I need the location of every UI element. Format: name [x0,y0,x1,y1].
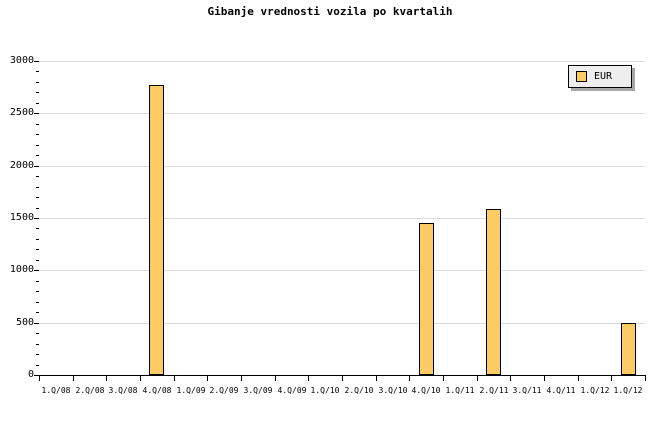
bar[interactable] [486,209,501,375]
x-tick [611,376,612,381]
y-axis-tick-label: 1000 [9,264,34,276]
y-tick-minor [36,92,39,94]
x-axis-tick-label: 2.Q/09 [209,386,239,395]
y-tick-major [34,113,39,115]
x-tick [477,376,478,381]
y-tick-minor [36,301,39,303]
y-axis-labels: 0 500 1000 1500 2000 2500 3000 [0,56,34,380]
x-tick [578,376,579,381]
x-axis-tick-label: 1.Q/12 [613,386,643,395]
y-tick-minor [36,144,39,146]
x-tick [308,376,309,381]
bar[interactable] [149,85,164,375]
y-tick-minor [36,249,39,251]
x-axis-tick-label: 3.Q/10 [378,386,408,395]
legend-swatch-eur [576,71,587,82]
x-tick [275,376,276,381]
y-tick-minor [36,197,39,199]
x-axis-tick-label: 1.Q/10 [310,386,340,395]
x-axis-tick-label: 4.Q/10 [411,386,441,395]
x-tick [342,376,343,381]
x-axis-tick-label: 3.Q/09 [243,386,273,395]
plot-area [34,61,645,376]
y-tick-minor [36,343,39,345]
y-tick-minor [36,102,39,104]
x-tick [409,376,410,381]
y-axis-tick-label: 2500 [9,107,34,119]
gridline [39,165,645,167]
y-axis-tick-label: 2000 [9,159,34,171]
y-tick-major [34,61,39,62]
x-axis-tick-label: 2.Q/10 [344,386,374,395]
y-tick-minor [36,238,39,240]
y-tick-minor [36,280,39,282]
y-axis-tick-label: 500 [15,316,34,328]
y-tick-minor [36,364,39,366]
gridline [39,270,645,272]
y-tick-major [34,218,39,219]
x-axis-tick-label: 3.Q/11 [512,386,542,395]
y-axis-tick-label: 3000 [9,55,34,66]
x-tick [106,376,107,381]
x-axis-tick-label: 3.Q/08 [108,386,138,395]
bar[interactable] [419,223,434,375]
gridline [39,218,645,219]
x-axis-tick-label: 2.Q/08 [75,386,105,395]
x-tick [73,376,74,381]
x-tick [510,376,511,381]
y-tick-major [34,322,39,324]
bar[interactable] [621,323,636,375]
x-tick [241,376,242,381]
x-tick [443,376,444,381]
y-tick-minor [36,134,39,136]
y-tick-minor [36,176,39,178]
y-axis-tick-label: 1500 [9,212,34,223]
x-axis-tick-label: 2.Q/11 [479,386,509,395]
x-axis-tick-label: 1.Q/11 [445,386,475,395]
x-tick [174,376,175,381]
legend-label-eur: EUR [594,71,613,82]
x-axis-tick-label: 4.Q/11 [546,386,576,395]
y-tick-minor [36,312,39,314]
y-tick-minor [36,123,39,125]
y-tick-minor [36,155,39,157]
x-tick [39,376,40,381]
y-tick-major [34,375,39,376]
x-tick [376,376,377,381]
y-tick-minor [36,354,39,356]
y-tick-major [34,165,39,167]
y-tick-minor [36,81,39,83]
y-tick-minor [36,333,39,335]
y-axis-tick-label: 0 [27,369,34,380]
y-tick-minor [36,259,39,261]
y-tick-minor [36,71,39,73]
gridline [39,113,645,115]
x-tick [140,376,141,381]
x-axis-tick-label: 1.Q/12 [580,386,610,395]
y-tick-major [34,270,39,272]
y-tick-minor [36,207,39,209]
x-axis-tick-label: 1.Q/09 [176,386,206,395]
y-tick-minor [36,186,39,188]
legend[interactable]: EUR [568,65,632,88]
x-tick [544,376,545,381]
gridline [39,322,645,324]
y-tick-minor [36,228,39,230]
x-axis-line [39,375,646,376]
gridline [39,61,645,62]
x-tick [207,376,208,381]
x-tick [645,376,646,381]
x-axis-tick-label: 4.Q/08 [142,386,172,395]
x-axis-tick-label: 1.Q/08 [41,386,71,395]
y-tick-minor [36,291,39,293]
chart-title: Gibanje vrednosti vozila po kvartalih [207,5,453,18]
x-axis-tick-label: 4.Q/09 [277,386,307,395]
